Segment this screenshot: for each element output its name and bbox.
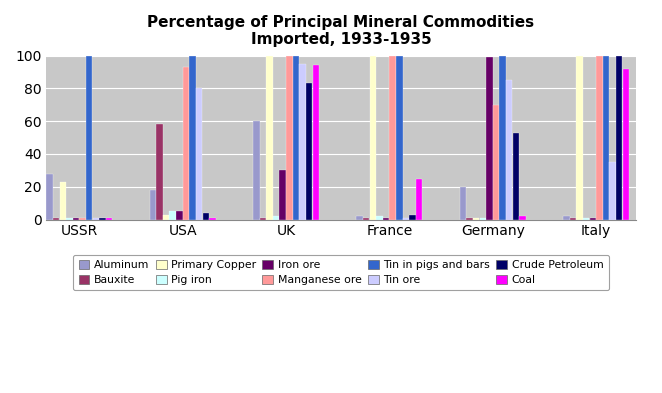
Bar xyxy=(209,218,216,220)
Bar xyxy=(169,211,176,220)
Bar xyxy=(66,218,73,220)
Bar xyxy=(156,125,163,220)
Bar xyxy=(402,218,409,220)
Bar xyxy=(86,55,93,220)
Bar xyxy=(189,55,196,220)
Bar xyxy=(473,218,479,220)
Bar xyxy=(79,218,86,220)
Bar xyxy=(460,187,466,220)
Bar xyxy=(596,55,602,220)
Title: Percentage of Principal Mineral Commodities
Imported, 1933-1935: Percentage of Principal Mineral Commodit… xyxy=(148,15,534,48)
Bar xyxy=(616,55,622,220)
Bar xyxy=(356,216,363,220)
Bar xyxy=(106,218,113,220)
Bar xyxy=(273,216,279,220)
Bar xyxy=(53,218,60,220)
Bar xyxy=(506,80,512,220)
Bar xyxy=(203,213,209,220)
Bar xyxy=(622,69,629,220)
Legend: Aluminum, Bauxite, Primary Copper, Pig iron, Iron ore, Manganese ore, Tin in pig: Aluminum, Bauxite, Primary Copper, Pig i… xyxy=(73,255,609,290)
Bar xyxy=(279,171,286,220)
Bar xyxy=(383,218,389,220)
Bar xyxy=(176,211,183,220)
Bar xyxy=(286,55,293,220)
Bar xyxy=(603,55,609,220)
Bar xyxy=(293,55,299,220)
Bar xyxy=(376,216,383,220)
Bar xyxy=(590,218,596,220)
Bar xyxy=(46,174,53,220)
Bar xyxy=(299,64,306,220)
Bar xyxy=(363,218,369,220)
Bar xyxy=(150,190,156,220)
Bar xyxy=(93,218,99,220)
Bar xyxy=(409,215,416,220)
Bar xyxy=(99,218,106,220)
Bar xyxy=(183,67,189,220)
Bar xyxy=(312,65,319,220)
Bar xyxy=(369,55,376,220)
Bar xyxy=(306,83,312,220)
Bar xyxy=(499,55,506,220)
Bar xyxy=(486,57,493,220)
Bar xyxy=(260,218,266,220)
Bar xyxy=(73,218,79,220)
Bar xyxy=(577,55,583,220)
Bar xyxy=(610,162,616,220)
Bar xyxy=(396,55,402,220)
Bar xyxy=(60,182,66,220)
Bar xyxy=(196,88,203,220)
Bar xyxy=(563,216,569,220)
Bar xyxy=(512,132,519,220)
Bar xyxy=(253,121,260,220)
Bar xyxy=(163,215,169,220)
Bar xyxy=(416,178,422,220)
Bar xyxy=(583,218,589,220)
Bar xyxy=(493,105,499,220)
Bar xyxy=(389,55,396,220)
Bar xyxy=(467,218,473,220)
Bar xyxy=(570,218,576,220)
Bar xyxy=(479,218,486,220)
Bar xyxy=(266,55,273,220)
Bar xyxy=(519,216,526,220)
